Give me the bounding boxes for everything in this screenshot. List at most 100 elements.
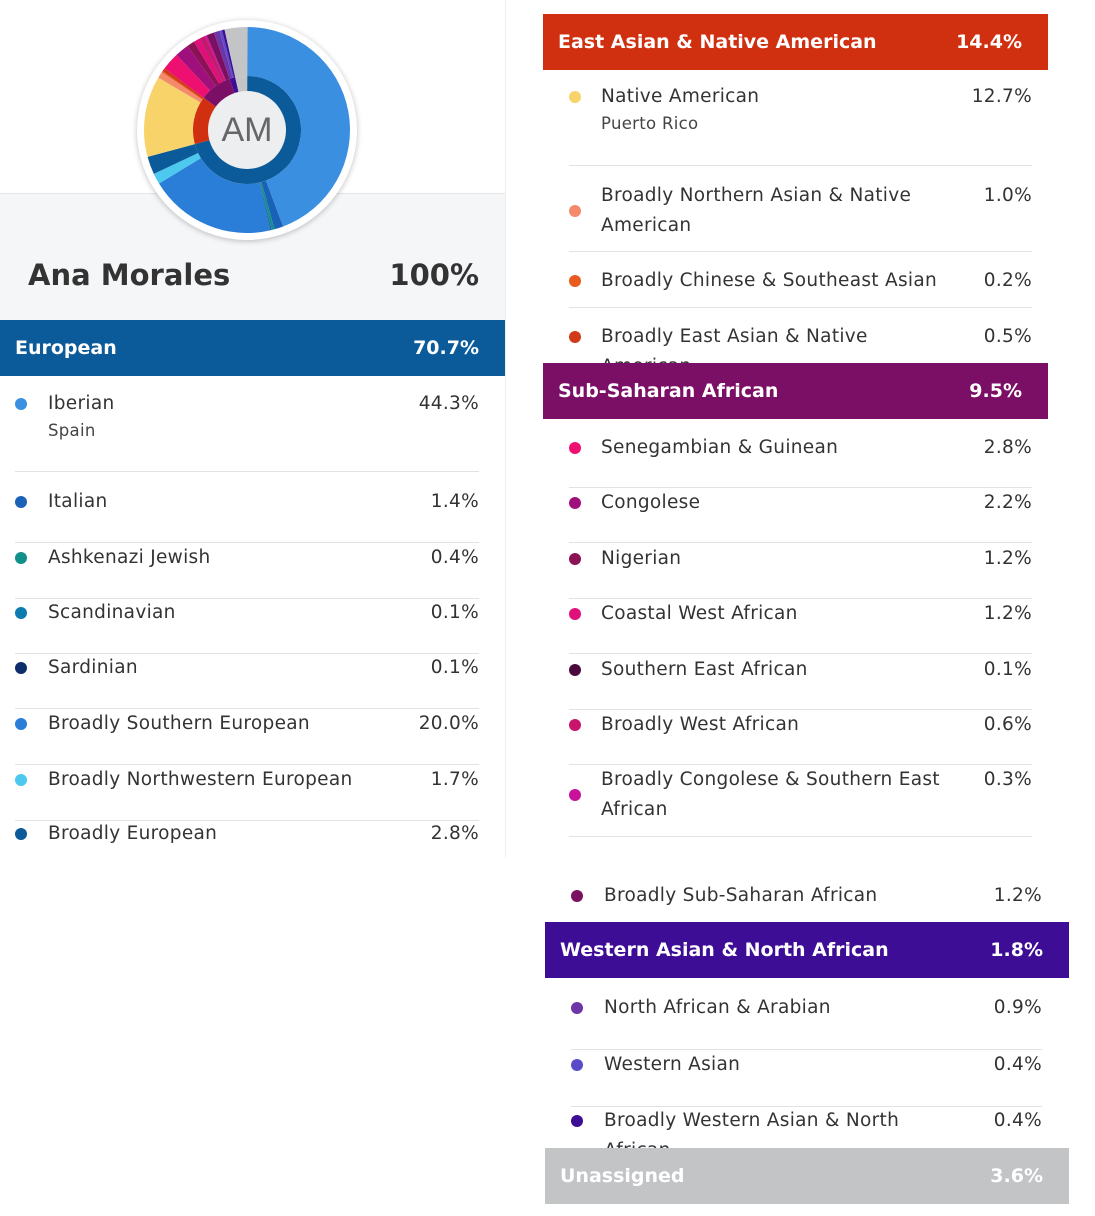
color-dot-icon xyxy=(15,774,27,786)
ancestry-row[interactable]: Western Asian 0.4% xyxy=(571,1050,1042,1107)
ancestry-label: Broadly European xyxy=(48,823,218,844)
donut-segment xyxy=(219,30,234,78)
ancestry-label: Southern East African xyxy=(601,659,808,680)
ancestry-row[interactable]: Senegambian & Guinean 2.8% xyxy=(569,433,1032,488)
color-dot-icon xyxy=(571,890,583,902)
ancestry-row[interactable]: Broadly European 2.8% xyxy=(15,819,479,859)
ancestry-row[interactable]: Italian 1.4% xyxy=(15,487,479,543)
group-header-2[interactable]: Sub-Saharan African 9.5% xyxy=(543,363,1048,419)
color-dot-icon xyxy=(569,497,581,509)
donut-group-segment xyxy=(229,77,239,95)
ancestry-row[interactable]: Broadly West African 0.6% xyxy=(569,710,1032,765)
profile-name: Ana Morales xyxy=(28,258,231,292)
donut-group-segment xyxy=(235,76,248,93)
ancestry-label: Nigerian xyxy=(601,548,682,569)
donut-segment xyxy=(194,37,223,84)
avatar-initials: AM xyxy=(221,111,273,149)
ancestry-label: Broadly Southern European xyxy=(48,713,310,734)
ancestry-row[interactable]: Congolese 2.2% xyxy=(569,488,1032,543)
group-name: Unassigned xyxy=(560,1165,685,1187)
donut-segment xyxy=(158,72,203,103)
color-dot-icon xyxy=(15,398,27,410)
ancestry-row[interactable]: Broadly Southern European 20.0% xyxy=(15,709,479,765)
color-dot-icon xyxy=(571,1002,583,1014)
group-name: Sub-Saharan African xyxy=(558,380,779,402)
donut-segment xyxy=(201,35,225,82)
color-dot-icon xyxy=(569,553,581,565)
group-percent: 9.5% xyxy=(969,380,1022,402)
color-dot-icon xyxy=(15,828,27,840)
group-percent: 14.4% xyxy=(956,31,1022,53)
color-dot-icon xyxy=(15,496,27,508)
ancestry-label: Broadly Chinese & Southeast Asian xyxy=(601,270,938,291)
group-name: European xyxy=(15,337,117,359)
ancestry-row[interactable]: North African & Arabian 0.9% xyxy=(571,993,1042,1050)
ancestry-row[interactable]: Broadly Western Asian & North African0.4… xyxy=(571,1106,1042,1161)
donut-segment xyxy=(164,54,211,98)
ancestry-row[interactable]: Broadly Northern Asian & Native American… xyxy=(569,181,1032,252)
ancestry-row[interactable]: Sardinian 0.1% xyxy=(15,653,479,709)
color-dot-icon xyxy=(569,789,581,801)
ancestry-row[interactable]: Iberian 44.3% Spain xyxy=(15,389,479,472)
donut-segment xyxy=(162,68,204,100)
ancestry-percent: 1.7% xyxy=(430,769,479,790)
ancestry-percent: 0.1% xyxy=(983,659,1032,680)
ancestry-label: Italian xyxy=(48,491,108,512)
ancestry-row[interactable]: Native American 12.7% Puerto Rico xyxy=(569,82,1032,166)
ancestry-percent: 1.2% xyxy=(993,885,1042,906)
ancestry-percent: 1.2% xyxy=(983,603,1032,624)
group-name: East Asian & Native American xyxy=(558,31,877,53)
ancestry-percent: 12.7% xyxy=(971,86,1032,107)
ancestry-row[interactable]: Broadly Sub-Saharan African 1.2% xyxy=(571,881,1042,921)
ancestry-label: Scandinavian xyxy=(48,602,176,623)
ancestry-label: Broadly West African xyxy=(601,714,800,735)
ancestry-sublabel: Spain xyxy=(48,421,96,440)
donut-segment xyxy=(259,182,272,231)
group-header-0[interactable]: European 70.7% xyxy=(0,320,505,376)
donut-segment xyxy=(200,37,224,82)
ancestry-label: Native American xyxy=(601,86,760,107)
ancestry-row[interactable]: Broadly Northwestern European 1.7% xyxy=(15,765,479,821)
donut-segment xyxy=(176,45,216,91)
ancestry-percent: 1.2% xyxy=(983,548,1032,569)
ancestry-row[interactable]: Broadly Congolese & Southern East Africa… xyxy=(569,765,1032,837)
donut-segment xyxy=(213,30,233,79)
color-dot-icon xyxy=(15,662,27,674)
donut-segment xyxy=(224,27,248,78)
color-dot-icon xyxy=(569,719,581,731)
left-panel: AM Ana Morales 100% xyxy=(0,0,506,857)
group-header-3[interactable]: Western Asian & North African 1.8% xyxy=(545,922,1069,978)
ancestry-row[interactable]: Southern East African 0.1% xyxy=(569,655,1032,710)
ancestry-label: Western Asian xyxy=(604,1054,741,1075)
ancestry-percent: 20.0% xyxy=(418,713,479,734)
color-dot-icon xyxy=(569,205,581,217)
ancestry-label: Ashkenazi Jewish xyxy=(48,547,211,568)
donut-segment xyxy=(204,35,226,81)
color-dot-icon xyxy=(571,1115,583,1127)
ancestry-row[interactable]: Scandinavian 0.1% xyxy=(15,598,479,654)
group-header-4[interactable]: Unassigned 3.6% xyxy=(545,1148,1069,1204)
donut-segment xyxy=(147,144,199,174)
ancestry-percent: 44.3% xyxy=(418,393,479,414)
ancestry-sublabel: Puerto Rico xyxy=(601,114,699,133)
donut-segment xyxy=(261,180,284,230)
donut-segment xyxy=(144,77,201,157)
donut-group-segment xyxy=(203,78,235,108)
ancestry-label: Senegambian & Guinean xyxy=(601,437,839,458)
ancestry-label: Broadly Congolese & Southern East Africa… xyxy=(601,769,940,820)
color-dot-icon xyxy=(569,331,581,343)
ancestry-row[interactable]: Ashkenazi Jewish 0.4% xyxy=(15,543,479,599)
ancestry-row[interactable]: Broadly East Asian & Native American0.5% xyxy=(569,322,1032,377)
ancestry-row[interactable]: Coastal West African 1.2% xyxy=(569,599,1032,654)
donut-segment xyxy=(260,182,275,230)
ancestry-percent: 0.2% xyxy=(983,270,1032,291)
ancestry-row[interactable]: Broadly Chinese & Southeast Asian 0.2% xyxy=(569,266,1032,308)
ancestry-label: Coastal West African xyxy=(601,603,798,624)
group-header-1[interactable]: East Asian & Native American 14.4% xyxy=(543,14,1048,70)
ancestry-percent: 0.1% xyxy=(430,602,479,623)
group-percent: 70.7% xyxy=(413,337,479,359)
ancestry-row[interactable]: Nigerian 1.2% xyxy=(569,544,1032,599)
donut-segment xyxy=(222,29,236,78)
donut-segment xyxy=(247,27,350,227)
ancestry-percent: 1.4% xyxy=(430,491,479,512)
